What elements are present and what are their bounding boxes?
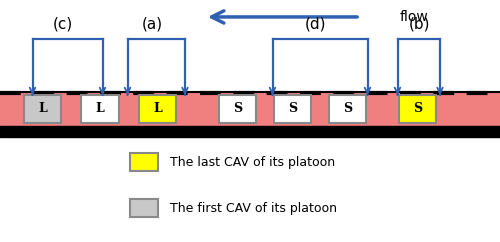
Text: S: S [233,102,242,115]
Text: (a): (a) [142,16,163,31]
Bar [399,95,436,123]
Text: (d): (d) [304,16,326,31]
Text: L: L [153,102,162,115]
Text: S: S [288,102,297,115]
Bar [130,153,158,171]
Bar [81,95,119,123]
Text: S: S [413,102,422,115]
Text: The last CAV of its platoon: The last CAV of its platoon [170,156,335,169]
Bar [219,95,256,123]
Text: (c): (c) [52,16,72,31]
Text: S: S [343,102,352,115]
Text: (b): (b) [408,16,430,31]
Bar [139,95,176,123]
Bar [329,95,366,123]
Bar [0,92,500,126]
Text: The first CAV of its platoon: The first CAV of its platoon [170,202,337,215]
Bar [274,95,311,123]
Text: L: L [96,102,104,115]
Bar [130,199,158,217]
Bar [24,95,61,123]
Text: L: L [38,102,47,115]
Text: flow: flow [400,10,429,24]
